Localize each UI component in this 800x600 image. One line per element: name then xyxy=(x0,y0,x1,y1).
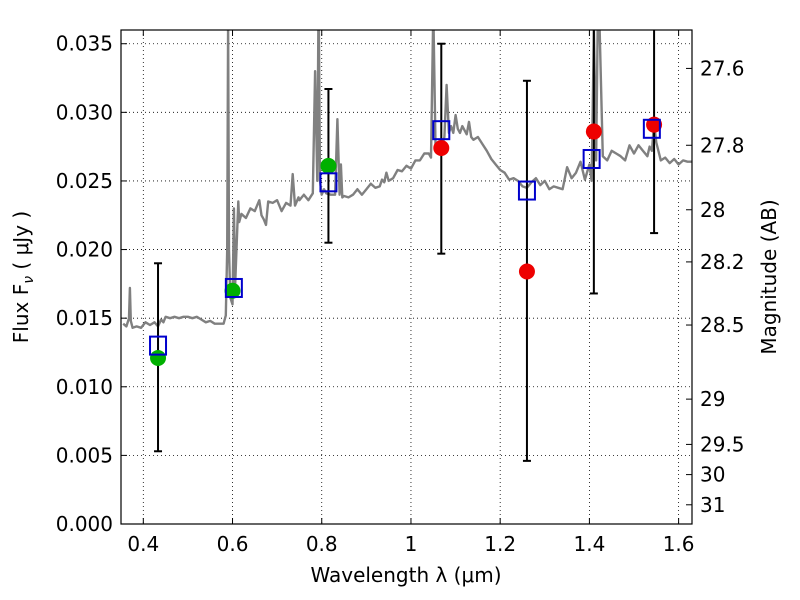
mag-tick-label: 28.2 xyxy=(700,250,745,274)
green-photometry-point xyxy=(224,282,241,299)
model-flux-square xyxy=(224,277,243,298)
mag-tick-label: 27.8 xyxy=(700,133,745,157)
green-photometry-point xyxy=(320,157,337,174)
y-tick-label: 0.000 xyxy=(56,512,113,536)
x-tick-label: 1.2 xyxy=(484,532,516,556)
right-axis-title: Magnitude (AB) xyxy=(757,199,781,354)
mag-tick-label: 30 xyxy=(700,463,725,487)
grid xyxy=(121,30,692,525)
green-photometry-point xyxy=(150,349,167,366)
y-tick-label: 0.035 xyxy=(56,32,113,56)
plot-frame xyxy=(120,29,693,525)
x-axis-title: Wavelength λ (μm) xyxy=(310,563,501,587)
axes: 0.4 0.6 0.8 1 1.2 1.4 1.6 0.000 0.005 0.010 0.015 0… xyxy=(56,30,745,556)
model-flux-square xyxy=(432,120,451,141)
y-axis-title-main: Flux F xyxy=(9,284,33,343)
data-layer xyxy=(122,30,692,462)
y-tick-label: 0.005 xyxy=(56,443,113,467)
x-tick-label: 1.6 xyxy=(663,532,695,556)
y-tick-label: 0.015 xyxy=(56,306,113,330)
x-tick-label: 1 xyxy=(405,532,418,556)
mag-tick-label: 28 xyxy=(700,198,725,222)
red-photometry-point xyxy=(585,123,602,140)
y-axis-title: Flux Fν ( μJy ) xyxy=(9,211,37,343)
y-tick-label: 0.025 xyxy=(56,169,113,193)
model-flux-square xyxy=(517,180,536,201)
mag-tick-label: 29.5 xyxy=(700,432,745,456)
y-axis-title-subscript: ν xyxy=(21,276,37,284)
red-photometry-point xyxy=(433,140,450,157)
x-tick-label: 0.8 xyxy=(306,532,338,556)
model-flux-square xyxy=(582,148,601,169)
mag-tick-label: 27.6 xyxy=(700,56,745,80)
mag-tick-label: 29 xyxy=(700,387,725,411)
y-tick-label: 0.030 xyxy=(56,100,113,124)
mag-tick-label: 28.5 xyxy=(700,313,745,337)
red-photometry-point xyxy=(518,263,535,280)
y-tick-label: 0.020 xyxy=(56,238,113,262)
x-tick-label: 1.4 xyxy=(573,532,605,556)
x-tick-label: 0.4 xyxy=(127,532,159,556)
model-flux-square xyxy=(319,172,338,193)
y-tick-label: 0.010 xyxy=(56,375,113,399)
mag-tick-label: 31 xyxy=(700,493,725,517)
model-spectrum-line xyxy=(122,30,692,329)
x-tick-label: 0.6 xyxy=(217,532,249,556)
model-flux-square xyxy=(149,335,168,356)
model-flux-square xyxy=(642,118,661,139)
y-axis-title-unit: ( μJy ) xyxy=(9,211,33,276)
